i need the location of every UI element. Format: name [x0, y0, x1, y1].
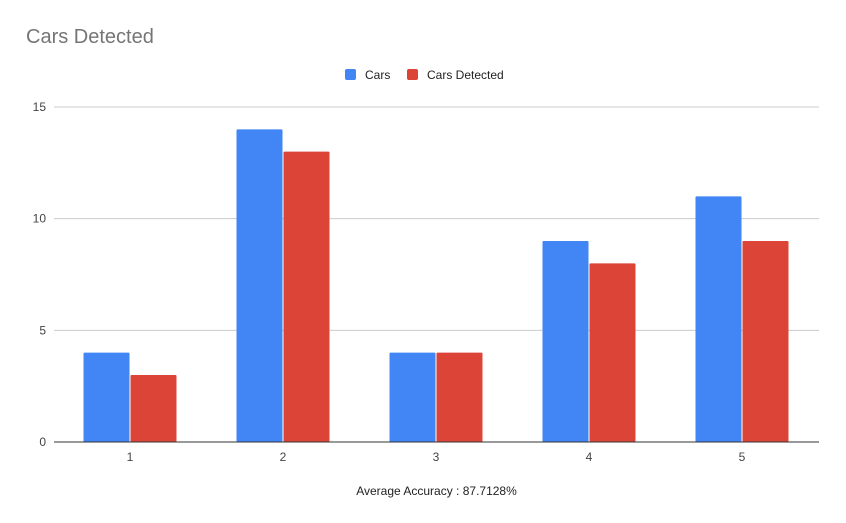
bar-cars-4 — [542, 241, 589, 442]
bar-cars-detected-5 — [742, 241, 789, 442]
chart-title: Cars Detected — [26, 26, 154, 48]
x-tick-label: 1 — [127, 450, 134, 464]
y-tick-label: 5 — [39, 323, 46, 337]
y-axis-ticks: 0 5 10 15 — [33, 100, 47, 449]
bar-cars-1 — [83, 352, 130, 442]
x-tick-label: 4 — [586, 450, 593, 464]
legend-label: Cars Detected — [427, 68, 504, 82]
legend: Cars Cars Detected — [345, 68, 504, 82]
x-axis-ticks: 1 2 3 4 5 — [127, 450, 746, 464]
y-tick-label: 15 — [33, 100, 47, 114]
bar-cars-detected-3 — [436, 352, 483, 442]
y-tick-label: 10 — [33, 212, 47, 226]
x-tick-label: 5 — [739, 450, 746, 464]
y-tick-label: 0 — [39, 435, 46, 449]
legend-label: Cars — [365, 68, 390, 82]
bar-cars-2 — [236, 129, 283, 443]
bar-cars-detected-1 — [130, 375, 177, 442]
bar-cars-detected-4 — [589, 263, 636, 442]
gridlines — [54, 106, 819, 331]
legend-swatch — [407, 69, 418, 80]
bars — [83, 129, 789, 443]
x-tick-label: 2 — [280, 450, 287, 464]
x-tick-label: 3 — [433, 450, 440, 464]
bar-cars-5 — [695, 196, 742, 442]
legend-swatch — [345, 69, 356, 80]
bar-cars-3 — [389, 352, 436, 442]
bar-cars-detected-2 — [283, 151, 330, 442]
x-axis-title: Average Accuracy : 87.7128% — [356, 484, 517, 498]
